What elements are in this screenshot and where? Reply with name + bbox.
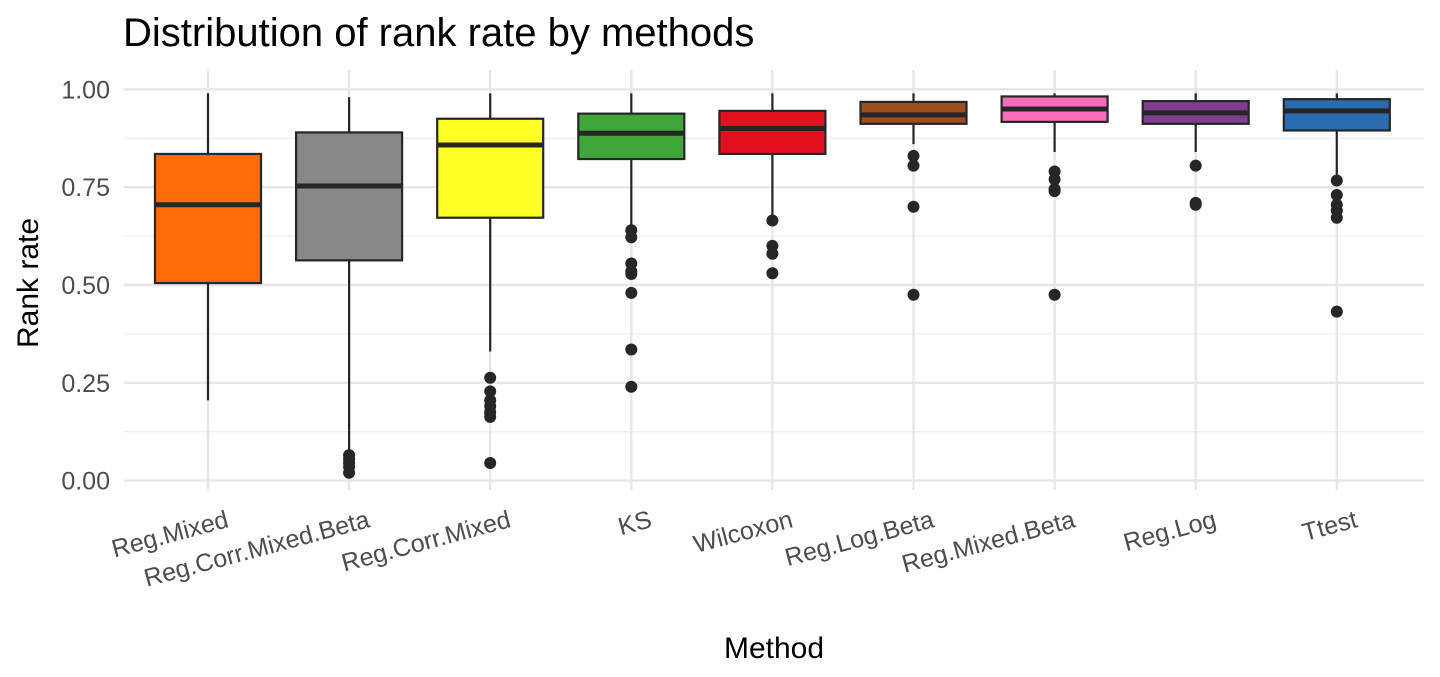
outlier-point (625, 268, 638, 281)
outlier-point (907, 159, 920, 172)
y-tick-label: 0.00 (61, 468, 110, 496)
outlier-point (1189, 198, 1202, 211)
outlier-point (1189, 159, 1202, 172)
outlier-point (1048, 173, 1061, 186)
box-iqr (295, 131, 404, 262)
x-tick-label: Ttest (1299, 505, 1360, 546)
x-axis-title: Method (724, 632, 824, 665)
outlier-point (1330, 189, 1343, 202)
outlier-point (625, 286, 638, 299)
box-group (577, 93, 686, 393)
box-group (859, 93, 968, 301)
outlier-point (343, 466, 356, 479)
box-group (153, 93, 263, 401)
outlier-point (907, 200, 920, 213)
outlier-point (907, 288, 920, 301)
outlier-point (625, 380, 638, 393)
y-tick-label: 0.25 (61, 370, 110, 398)
box-group (1282, 93, 1391, 318)
outlier-point (484, 410, 497, 423)
outlier-point (1048, 288, 1061, 301)
box-iqr (1282, 98, 1391, 132)
y-axis-title: Rank rate (12, 218, 45, 348)
outlier-point (766, 214, 779, 227)
outlier-point (766, 247, 779, 260)
box-group (295, 97, 404, 479)
box-group (1141, 93, 1250, 211)
outlier-point (625, 231, 638, 244)
chart-title: Distribution of rank rate by methods (123, 11, 754, 55)
y-tick-label: 0.50 (61, 272, 110, 300)
x-tick-label: Wilcoxon (691, 505, 796, 558)
box-group (436, 93, 545, 469)
box-group (718, 93, 827, 280)
y-tick-labels: 0.00 0.25 0.50 0.75 1.00 (61, 76, 110, 495)
outlier-point (907, 149, 920, 162)
box-iqr (577, 112, 686, 161)
y-tick-label: 0.75 (61, 174, 110, 202)
box-group (1000, 93, 1109, 301)
box-iqr (718, 109, 827, 156)
outlier-point (625, 343, 638, 356)
box-iqr (436, 117, 545, 219)
x-tick-label: KS (615, 505, 654, 541)
outlier-point (1330, 174, 1343, 187)
outlier-point (484, 371, 497, 384)
outlier-point (484, 385, 497, 398)
outlier-point (1330, 211, 1343, 224)
box-iqr (153, 152, 263, 285)
x-tick-labels: Reg.MixedReg.Corr.Mixed.BetaReg.Corr.Mix… (109, 505, 1361, 592)
outlier-point (1330, 305, 1343, 318)
outlier-point (1048, 185, 1061, 198)
outlier-point (484, 456, 497, 469)
x-tick-label: Reg.Log (1121, 505, 1220, 557)
boxes-layer (153, 93, 1391, 479)
y-tick-label: 1.00 (61, 76, 110, 104)
outlier-point (766, 267, 779, 280)
